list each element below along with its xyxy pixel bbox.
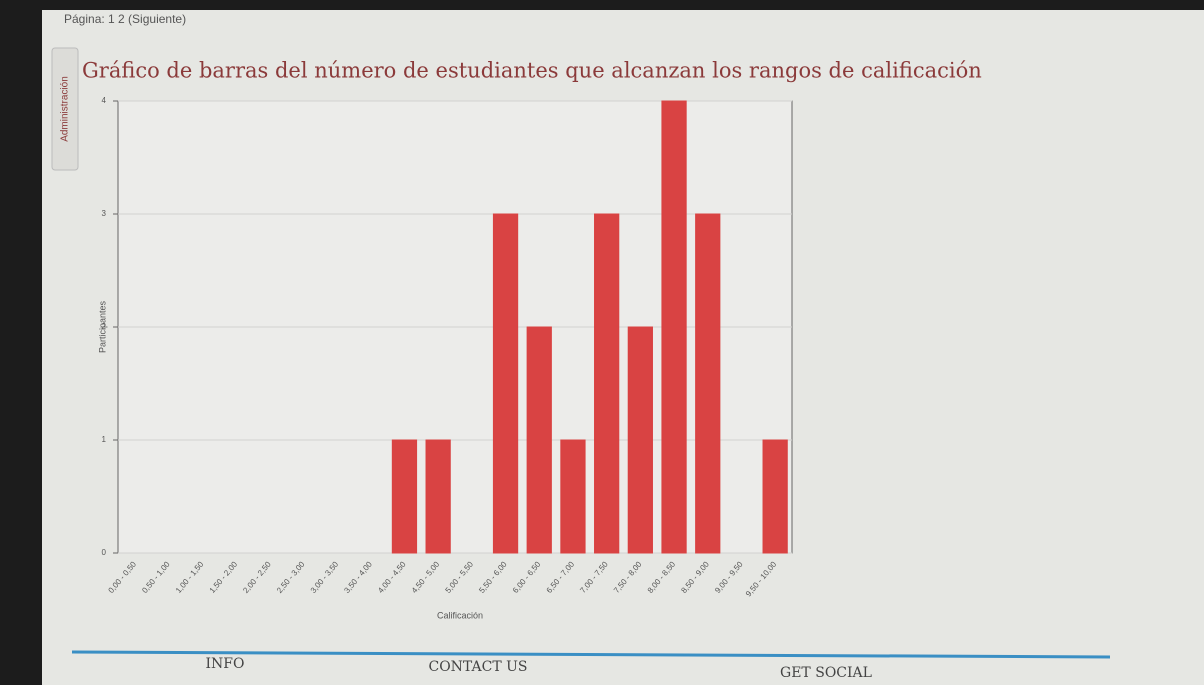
bar — [561, 440, 585, 553]
y-tick-label: 4 — [102, 96, 107, 105]
screen-bezel-top — [0, 0, 1204, 10]
x-axis-title: Calificación — [437, 610, 483, 620]
chart-title: Gráfico de barras del número de estudian… — [82, 59, 982, 83]
sidebar-tab-label[interactable]: Administración — [60, 76, 71, 142]
footer-link[interactable]: CONTACT US — [428, 659, 527, 675]
page: Página: 1 2 (Siguiente) Administración G… — [0, 0, 1204, 685]
bar — [527, 327, 551, 553]
bar — [493, 214, 517, 553]
footer-link[interactable]: GET SOCIAL — [780, 665, 872, 681]
bar — [696, 214, 720, 553]
bar — [426, 440, 450, 553]
y-tick-label: 3 — [102, 209, 107, 218]
y-tick-label: 2 — [102, 322, 107, 331]
pagination[interactable]: Página: 1 2 (Siguiente) — [64, 12, 186, 26]
bar — [595, 214, 619, 553]
bar — [662, 101, 686, 553]
y-tick-label: 0 — [102, 548, 107, 557]
screen-bezel — [0, 0, 42, 685]
footer-link[interactable]: INFO — [206, 656, 245, 672]
bar — [763, 440, 787, 553]
bar — [628, 327, 652, 553]
y-tick-label: 1 — [102, 435, 107, 444]
screen: Página: 1 2 (Siguiente) Administración G… — [0, 0, 1204, 685]
bar — [392, 440, 416, 553]
